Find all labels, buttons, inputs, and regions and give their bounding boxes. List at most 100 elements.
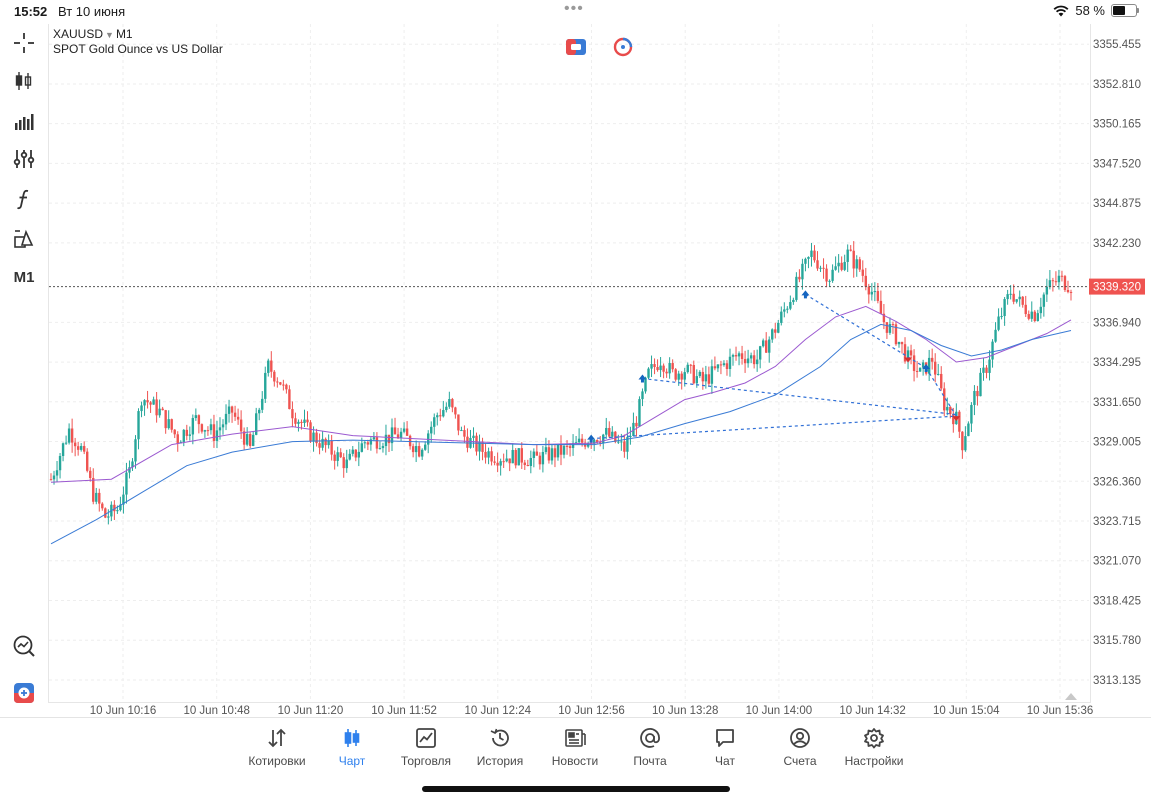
candle-body xyxy=(417,446,421,457)
candle-body xyxy=(128,467,131,473)
candle-body xyxy=(683,372,686,380)
candle-body xyxy=(182,429,185,442)
candle-body xyxy=(783,309,786,312)
nav-mail[interactable]: Почта xyxy=(610,726,690,768)
nav-accounts[interactable]: Счета xyxy=(760,726,840,768)
multitask-dots[interactable]: ••• xyxy=(564,0,584,17)
candle-body xyxy=(107,516,110,518)
nav-settings[interactable]: Настройки xyxy=(834,726,914,768)
crosshair-icon[interactable] xyxy=(8,28,40,58)
chart-area[interactable] xyxy=(48,24,1091,703)
candle-body xyxy=(393,427,397,435)
candle-body xyxy=(294,418,297,424)
candle-body xyxy=(535,451,539,456)
candle-body xyxy=(61,443,65,456)
timeframe-button[interactable]: M1 xyxy=(13,268,35,286)
candle-body xyxy=(309,422,312,442)
x-tick-label: 10 Jun 10:16 xyxy=(90,705,157,717)
candle-body xyxy=(143,400,146,406)
candle-body xyxy=(734,355,738,357)
x-tick-label: 10 Jun 14:00 xyxy=(746,705,813,717)
candle-body xyxy=(297,421,300,424)
scroll-up-icon xyxy=(1065,693,1077,700)
candle-body xyxy=(113,504,116,512)
candle-body xyxy=(786,308,789,310)
candle-body xyxy=(716,364,720,369)
candle-body xyxy=(517,448,520,466)
y-tick-label: 3326.360 xyxy=(1093,476,1141,488)
candle-body xyxy=(185,429,188,436)
candle-body xyxy=(952,414,955,425)
signal-icon[interactable] xyxy=(613,37,633,57)
indicators-icon[interactable] xyxy=(8,144,40,174)
candle-body xyxy=(321,438,324,448)
candle-body xyxy=(276,381,279,383)
y-tick-label: 3321.070 xyxy=(1093,556,1141,568)
nav-news[interactable]: Новости xyxy=(535,726,615,768)
candle-body xyxy=(976,390,979,397)
candle-body xyxy=(761,340,765,347)
status-bar: 15:52 Вт 10 июня ••• 58 % xyxy=(0,0,1151,24)
battery-percent: 58 % xyxy=(1075,3,1105,18)
candle-body xyxy=(221,424,225,428)
candle-body xyxy=(994,329,997,342)
candle-body xyxy=(789,302,792,309)
candle-body xyxy=(64,442,68,444)
candle-body xyxy=(1012,293,1015,302)
candle-body xyxy=(653,364,656,368)
candle-body xyxy=(134,439,137,462)
candle-body xyxy=(1027,314,1030,319)
function-icon[interactable] xyxy=(8,184,40,214)
candle-body xyxy=(870,291,874,295)
candle-body xyxy=(1000,316,1003,318)
candle-body xyxy=(212,424,216,441)
candle-body xyxy=(300,421,303,423)
candle-body xyxy=(288,389,291,410)
price-chart[interactable]: 3339.320 3355.455 3352.810 3350.165 3347.520… xyxy=(0,0,1151,720)
volumes-icon[interactable] xyxy=(8,106,40,136)
candle-body xyxy=(218,427,222,431)
candle-body xyxy=(840,262,843,270)
nav-chart[interactable]: Чарт xyxy=(312,726,392,768)
nav-trade[interactable]: Торговля xyxy=(386,726,466,768)
candle-body xyxy=(970,404,973,424)
candle-body xyxy=(710,366,714,384)
candle-body xyxy=(632,422,635,436)
one-click-trading-icon[interactable] xyxy=(8,678,40,708)
candle-body xyxy=(1051,280,1055,282)
battery-icon xyxy=(1111,4,1139,17)
chart-search-icon[interactable] xyxy=(8,631,40,661)
objects-icon[interactable] xyxy=(8,224,40,254)
candle-body xyxy=(478,441,481,452)
current-price-label: 3339.320 xyxy=(1093,282,1141,294)
nav-history[interactable]: История xyxy=(460,726,540,768)
trade-line xyxy=(642,377,957,416)
candle-body xyxy=(197,415,201,425)
candles-icon[interactable] xyxy=(8,66,40,96)
candle-body xyxy=(125,472,128,495)
y-tick-label: 3329.005 xyxy=(1093,437,1141,449)
nav-chat[interactable]: Чат xyxy=(685,726,765,768)
moving-average-fast xyxy=(50,305,1072,483)
candle-body xyxy=(173,429,176,435)
candle-body xyxy=(58,455,62,471)
candle-body xyxy=(982,367,985,373)
trade-panel-icon[interactable] xyxy=(566,38,586,56)
symbol-header[interactable]: XAUUSD ▼ M1 xyxy=(53,27,133,41)
candle-body xyxy=(303,419,306,423)
trade-icon xyxy=(386,726,466,750)
candle-body xyxy=(104,508,107,518)
status-date: Вт 10 июня xyxy=(58,4,126,19)
x-tick-label: 10 Jun 14:32 xyxy=(839,705,906,717)
candle-body xyxy=(752,355,756,365)
candle-body xyxy=(1039,306,1043,314)
status-right: 58 % xyxy=(1053,3,1139,18)
candle-body xyxy=(496,462,499,466)
y-tick-label: 3315.780 xyxy=(1093,635,1141,647)
candle-body xyxy=(755,359,759,365)
candle-body xyxy=(203,430,207,432)
candle-body xyxy=(906,350,910,362)
candle-body xyxy=(273,371,276,382)
nav-quotes[interactable]: Котировки xyxy=(237,726,317,768)
candle-body xyxy=(816,260,819,269)
